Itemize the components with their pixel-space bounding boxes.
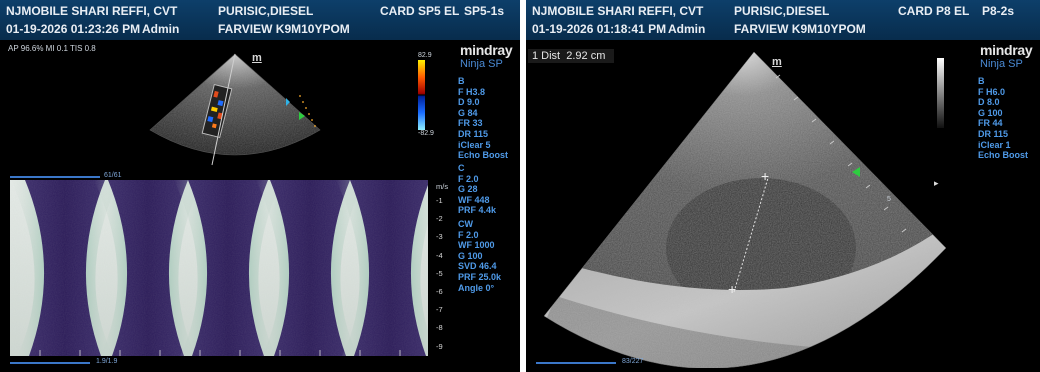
- right-patient-id: FARVIEW K9M10YPOM: [734, 22, 866, 36]
- right-patient-name: PURISIC,DIESEL: [734, 4, 830, 18]
- right-product-name: Ninja SP: [980, 58, 1023, 70]
- param-line: F 2.0: [458, 173, 479, 184]
- doppler-scale-tick: -4: [436, 250, 443, 260]
- right-b-mode-params: B F H6.0 D 8.0 G 100 FR 44 DR 115 iClear…: [978, 76, 1028, 161]
- param-line: B: [978, 76, 985, 86]
- param-line: F H3.8: [458, 86, 486, 97]
- right-caliper-bottom[interactable]: +: [728, 281, 737, 297]
- right-institution: NJMOBILE SHARI REFFI, CVT: [532, 4, 704, 18]
- doppler-scale-tick: -3: [436, 232, 443, 242]
- param-line: CW: [458, 219, 473, 229]
- left-b-mode-params: B F H3.8 D 9.0 G 84 FR 33 DR 115 iClear …: [458, 76, 508, 161]
- param-line: Echo Boost: [458, 150, 509, 161]
- left-orientation-marker: m: [252, 52, 262, 64]
- param-line: SVD 46.4: [458, 261, 497, 272]
- param-line: G 28: [458, 184, 478, 195]
- right-operator: Admin: [668, 22, 706, 36]
- doppler-scale-tick: -8: [436, 323, 443, 333]
- left-exam-preset: CARD SP5 EL: [380, 4, 460, 18]
- left-cw-mode-params: CW F 2.0 WF 1000 G 100 SVD 46.4 PRF 25.0…: [458, 219, 501, 293]
- right-measurement-result: 1 Dist 2.92 cm: [532, 50, 606, 62]
- param-line: G 100: [458, 250, 483, 261]
- doppler-scale-tick: -5: [436, 268, 443, 278]
- right-header: NJMOBILE SHARI REFFI, CVT PURISIC,DIESEL…: [526, 0, 1040, 40]
- param-line: F H6.0: [978, 86, 1006, 97]
- doppler-scale-tick: -7: [436, 305, 443, 315]
- right-depth-label: 5: [887, 196, 891, 203]
- right-cine-counter: 83/227: [622, 358, 644, 365]
- param-line: PRF 25.0k: [458, 271, 502, 282]
- param-line: G 84: [458, 107, 478, 118]
- param-line: B: [458, 76, 465, 86]
- left-cw-doppler-spectrum: [10, 180, 428, 356]
- left-product-name: Ninja SP: [460, 58, 503, 70]
- param-line: WF 1000: [458, 240, 495, 251]
- right-ultrasound-panel: NJMOBILE SHARI REFFI, CVT PURISIC,DIESEL…: [526, 0, 1040, 372]
- param-line: PRF 4.4k: [458, 205, 497, 216]
- right-exam-preset: CARD P8 EL: [898, 4, 970, 18]
- param-line: Echo Boost: [978, 150, 1029, 161]
- left-cine-counter-top: 61/61: [104, 172, 122, 179]
- left-color-scale-top: 82.9: [418, 52, 432, 59]
- doppler-scale-tick: -1: [436, 196, 443, 205]
- left-cine-counter-bottom: 1.9/1.9: [96, 358, 118, 365]
- left-operator: Admin: [142, 22, 180, 36]
- right-grayscale-bar: [937, 58, 944, 128]
- param-line: C: [458, 163, 465, 173]
- left-color-scale-bottom: -82.9: [418, 130, 434, 137]
- left-doppler-unit: m/s: [436, 182, 449, 191]
- right-brand-logo: mindray: [980, 42, 1033, 58]
- left-cine-bar-bottom[interactable]: [10, 362, 90, 364]
- param-line: FR 33: [458, 118, 483, 129]
- left-ultrasound-panel: NJMOBILE SHARI REFFI, CVT PURISIC,DIESEL…: [0, 0, 520, 372]
- param-line: iClear 5: [458, 139, 491, 150]
- param-line: D 8.0: [978, 97, 1000, 108]
- right-caliper-top[interactable]: +: [761, 168, 770, 184]
- param-line: Angle 0°: [458, 282, 495, 293]
- param-line: DR 115: [978, 128, 1009, 139]
- left-cine-bar-top[interactable]: [10, 176, 100, 178]
- left-patient-id: FARVIEW K9M10YPOM: [218, 22, 350, 36]
- doppler-scale-tick: -9: [436, 341, 443, 351]
- left-sector-image: [149, 53, 321, 166]
- param-line: iClear 1: [978, 139, 1011, 150]
- left-probe-name: SP5-1s: [464, 4, 505, 18]
- left-header: NJMOBILE SHARI REFFI, CVT PURISIC,DIESEL…: [0, 0, 520, 40]
- param-line: F 2.0: [458, 229, 479, 240]
- left-brand-logo: mindray: [460, 42, 513, 58]
- right-cine-bar[interactable]: [536, 362, 616, 364]
- right-datetime: 01-19-2026 01:18:41 PM: [532, 22, 667, 36]
- param-line: WF 448: [458, 194, 490, 205]
- right-sector-image: [543, 51, 947, 368]
- left-c-mode-params: C F 2.0 G 28 WF 448 PRF 4.4k: [458, 163, 496, 216]
- param-line: FR 44: [978, 118, 1003, 129]
- left-patient-name: PURISIC,DIESEL: [218, 4, 314, 18]
- param-line: DR 115: [458, 128, 489, 139]
- param-line: D 9.0: [458, 97, 480, 108]
- left-color-velocity-bar: [418, 60, 425, 130]
- right-orientation-marker: m: [772, 56, 782, 68]
- left-acoustic-info: AP 96.6% MI 0.1 TIS 0.8: [8, 44, 96, 53]
- right-mouse-cursor: ▸: [934, 178, 939, 188]
- left-datetime: 01-19-2026 01:23:26 PM: [6, 22, 141, 36]
- right-probe-name: P8-2s: [982, 4, 1015, 18]
- doppler-scale-tick: -2: [436, 214, 443, 224]
- doppler-scale-tick: -6: [436, 287, 443, 296]
- param-line: G 100: [978, 107, 1003, 118]
- left-institution: NJMOBILE SHARI REFFI, CVT: [6, 4, 178, 18]
